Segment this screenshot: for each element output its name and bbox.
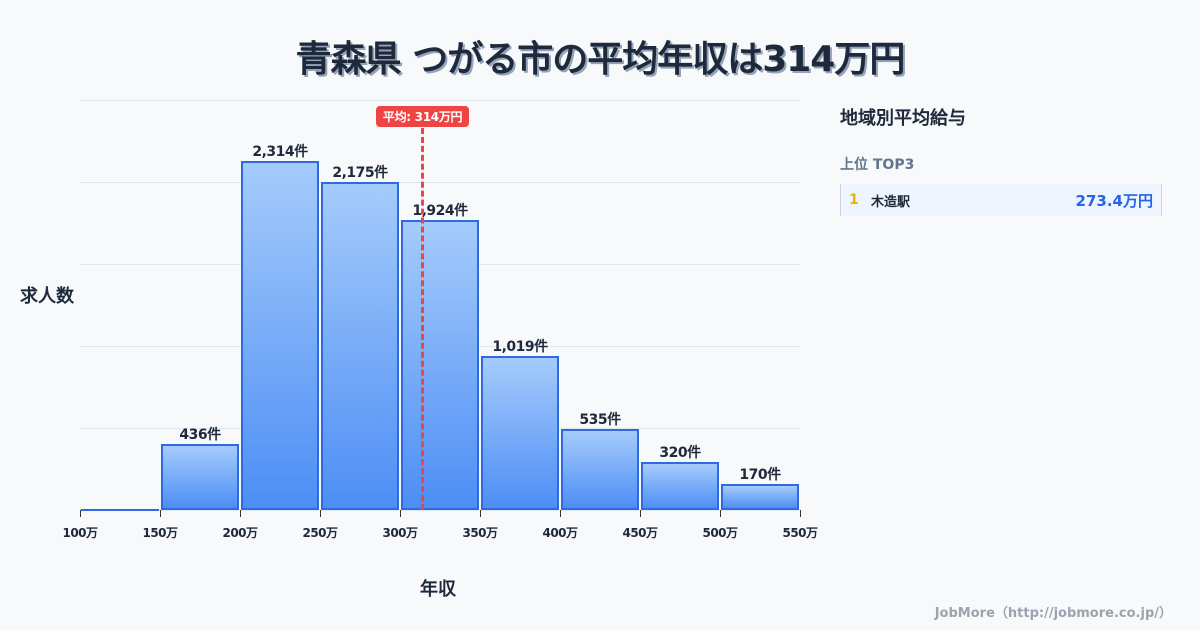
rank-number: 1: [849, 192, 859, 208]
x-tick-label: 400万: [542, 526, 578, 540]
x-tick-label: 550万: [782, 526, 818, 540]
x-tick: [800, 510, 801, 517]
page-title: 青森県 つがる市の平均年収は314万円: [295, 39, 906, 80]
histogram-chart: 求人数 年収 436件 2,314件 2,175件 1,924件 1,019件 535件 3…: [20, 100, 818, 600]
x-tick: [640, 510, 641, 517]
gridline: [80, 510, 800, 511]
x-tick: [160, 510, 161, 517]
footer-credit: JobMore（http://jobmore.co.jp/）: [934, 606, 1172, 621]
gridline: [80, 182, 800, 183]
bar-value-label: 2,175件: [332, 165, 388, 182]
histogram-bar: [561, 429, 639, 510]
rank-area-name: 木造駅: [871, 194, 911, 210]
gridline: [80, 100, 800, 101]
histogram-bar: [641, 461, 719, 510]
histogram-bar: [401, 219, 479, 510]
x-tick: [720, 510, 721, 517]
bar-value-label: 2,314件: [252, 144, 308, 161]
histogram-bar: [241, 161, 319, 510]
histogram-bar: [161, 444, 239, 510]
x-tick: [480, 510, 481, 517]
x-tick: [80, 510, 81, 517]
x-tick-label: 500万: [702, 526, 738, 540]
x-tick-label: 150万: [142, 526, 178, 540]
panel-subtitle: 上位 TOP3: [840, 157, 915, 173]
bar-value-label: 320件: [659, 444, 701, 461]
regional-salary-panel: 地域別平均給与 上位 TOP3 1 木造駅 273.4万円: [840, 104, 1162, 216]
panel-title: 地域別平均給与: [840, 108, 966, 129]
bar-value-label: 1,019件: [492, 339, 548, 356]
bar-value-label: 535件: [579, 412, 621, 429]
x-tick-label: 450万: [622, 526, 658, 540]
x-tick: [400, 510, 401, 517]
x-tick-label: 350万: [462, 526, 498, 540]
histogram-bar: [81, 509, 159, 511]
x-tick: [320, 510, 321, 517]
average-badge: 平均: 314万円: [375, 106, 470, 127]
x-tick-label: 250万: [302, 526, 338, 540]
ranking-row: 1 木造駅 273.4万円: [840, 184, 1162, 216]
x-tick-label: 300万: [382, 526, 418, 540]
x-tick-label: 200万: [222, 526, 258, 540]
histogram-bar: [721, 484, 799, 510]
x-tick-label: 100万: [62, 526, 98, 540]
histogram-bar: [321, 182, 399, 510]
bar-value-label: 170件: [739, 467, 781, 484]
y-axis-label: 求人数: [20, 286, 74, 307]
rank-salary-value: 273.4万円: [1075, 191, 1153, 210]
bar-value-label: 436件: [179, 427, 221, 444]
average-line: [421, 128, 425, 510]
histogram-bar: [481, 356, 559, 510]
x-tick: [560, 510, 561, 517]
x-tick: [240, 510, 241, 517]
bar-value-label: 1,924件: [412, 202, 468, 219]
x-axis-label: 年収: [420, 579, 456, 600]
